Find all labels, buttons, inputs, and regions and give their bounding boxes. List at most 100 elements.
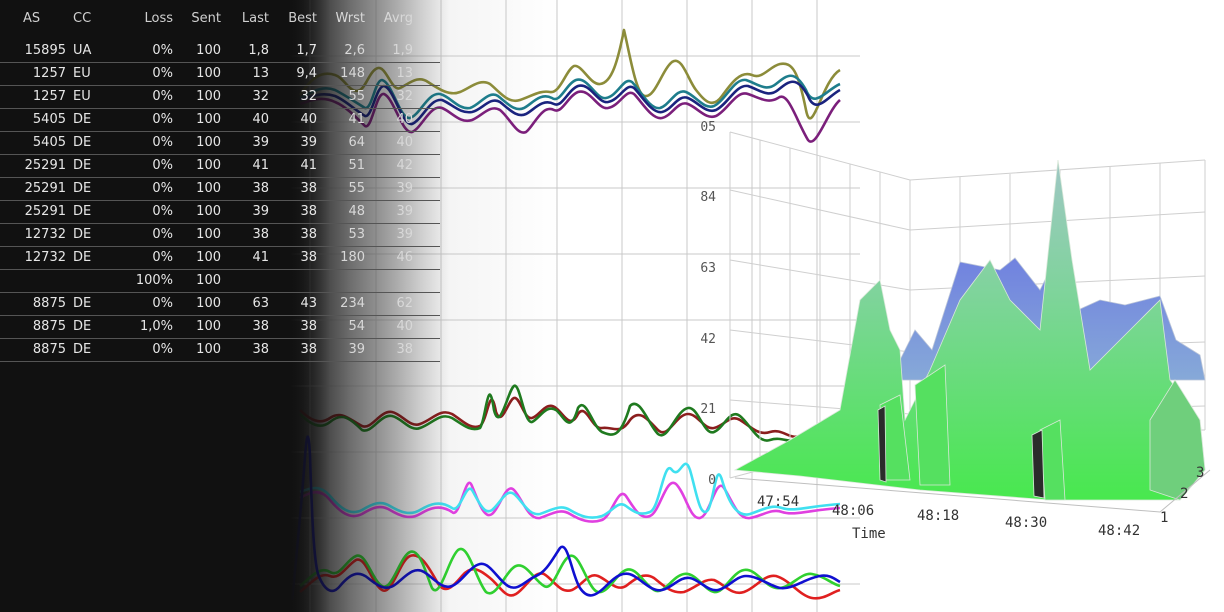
cell-best: 38 (300, 342, 317, 357)
cell-wrst: 39 (348, 342, 365, 357)
cell-loss: 0% (152, 135, 173, 150)
cell-wrst: 148 (340, 66, 365, 81)
cell-sent: 100 (196, 89, 221, 104)
depth-tick: 2 (1180, 486, 1188, 502)
cell-best: 38 (300, 319, 317, 334)
table-row: 1257 EU 0% 100 13 9,4 148 13 (0, 63, 440, 86)
cell-wrst: 41 (348, 112, 365, 127)
cell-cc: DE (73, 319, 92, 334)
cell-as: 25291 (24, 181, 66, 196)
cell-as: 5405 (32, 135, 66, 150)
cell-loss: 0% (152, 296, 173, 311)
cell-avrg: 39 (396, 181, 413, 196)
cell-last: 38 (252, 319, 269, 334)
cell-loss: 0% (152, 342, 173, 357)
cell-last: 41 (252, 250, 269, 265)
cell-sent: 100 (196, 204, 221, 219)
table-row: 25291 DE 0% 100 39 38 48 39 (0, 201, 440, 224)
cell-wrst: 180 (340, 250, 365, 265)
cell-as: 15895 (24, 43, 66, 58)
z-tick: 21 (700, 402, 716, 417)
cell-avrg: 32 (396, 89, 413, 104)
cell-wrst: 54 (348, 319, 365, 334)
surface-axes (734, 469, 1211, 513)
cell-avrg: 38 (396, 342, 413, 357)
cell-loss: 0% (152, 112, 173, 127)
cell-wrst: 55 (348, 181, 365, 196)
cell-sent: 100 (196, 319, 221, 334)
cell-best: 39 (300, 135, 317, 150)
time-tick: 48:42 (1098, 523, 1140, 539)
z-tick: 42 (700, 332, 716, 347)
cell-as: 12732 (24, 227, 66, 242)
cell-avrg: 39 (396, 204, 413, 219)
table-body: 15895 UA 0% 100 1,8 1,7 2,6 1,9 1257 EU 0% 100 13 9,4… (0, 40, 440, 362)
cell-best: 38 (300, 181, 317, 196)
cell-best: 1,7 (296, 43, 317, 58)
cell-best: 32 (300, 89, 317, 104)
cell-as: 5405 (32, 112, 66, 127)
table-row: 1257 EU 0% 100 32 32 55 32 (0, 86, 440, 109)
cell-cc: EU (73, 66, 91, 81)
cell-cc: DE (73, 181, 92, 196)
cell-best: 9,4 (296, 66, 317, 81)
cell-wrst: 51 (348, 158, 365, 173)
z-tick: 105 (700, 120, 716, 135)
cell-wrst: 53 (348, 227, 365, 242)
cell-wrst: 48 (348, 204, 365, 219)
cell-as: 1257 (32, 89, 66, 104)
cell-last: 39 (252, 204, 269, 219)
time-tick: 48:30 (1005, 515, 1047, 531)
cell-cc: DE (73, 342, 92, 357)
time-tick: 48:18 (917, 508, 959, 524)
cell-avrg: 40 (396, 135, 413, 150)
header-cc: CC (73, 11, 92, 26)
table-row: 8875 DE 1,0% 100 38 38 54 40 (0, 316, 440, 339)
depth-tick: 3 (1196, 465, 1204, 481)
cell-as: 8875 (32, 342, 66, 357)
cell-sent: 100 (196, 296, 221, 311)
header-wrst: Wrst (335, 11, 366, 26)
header-avrg: Avrg (383, 11, 413, 26)
cell-sent: 100 (196, 181, 221, 196)
cell-as: 25291 (24, 158, 66, 173)
cell-wrst: 55 (348, 89, 365, 104)
cell-cc: DE (73, 158, 92, 173)
cell-avrg: 40 (396, 112, 413, 127)
cell-loss: 0% (152, 158, 173, 173)
cell-sent: 100 (196, 342, 221, 357)
cell-loss: 0% (152, 66, 173, 81)
cell-avrg: 42 (396, 158, 413, 173)
cell-last: 38 (252, 342, 269, 357)
cell-as: 8875 (32, 319, 66, 334)
cell-last: 40 (252, 112, 269, 127)
cell-loss: 0% (152, 89, 173, 104)
cell-last: 1,8 (248, 43, 269, 58)
cell-loss: 0% (152, 227, 173, 242)
cell-best: 38 (300, 204, 317, 219)
cell-wrst: 64 (348, 135, 365, 150)
time-axis-label: Time (852, 526, 886, 542)
cell-last: 39 (252, 135, 269, 150)
cell-last: 63 (252, 296, 269, 311)
table-row: 8875 DE 0% 100 63 43 234 62 (0, 293, 440, 316)
header-sent: Sent (191, 11, 221, 26)
table-header: AS CC Loss Sent Last Best Wrst Avrg (0, 8, 440, 30)
cell-last: 41 (252, 158, 269, 173)
hop-table: AS CC Loss Sent Last Best Wrst Avrg 1589… (0, 8, 440, 362)
surface-z-ticks: 105 84 63 42 21 0 (700, 120, 716, 488)
cell-cc: DE (73, 227, 92, 242)
cell-cc: DE (73, 296, 92, 311)
table-row: 25291 DE 0% 100 38 38 55 39 (0, 178, 440, 201)
cell-cc: DE (73, 204, 92, 219)
cell-as: 1257 (32, 66, 66, 81)
cell-sent: 100 (196, 135, 221, 150)
cell-avrg: 1,9 (392, 43, 413, 58)
cell-sent: 100 (196, 273, 221, 288)
time-tick: 47:54 (757, 494, 799, 510)
latency-3d-surface-plot: 105 84 63 42 21 0 47:54 48:06 48:18 48:3… (700, 120, 1211, 542)
cell-sent: 100 (196, 43, 221, 58)
cell-avrg: 13 (396, 66, 413, 81)
time-tick: 48:06 (832, 503, 874, 519)
